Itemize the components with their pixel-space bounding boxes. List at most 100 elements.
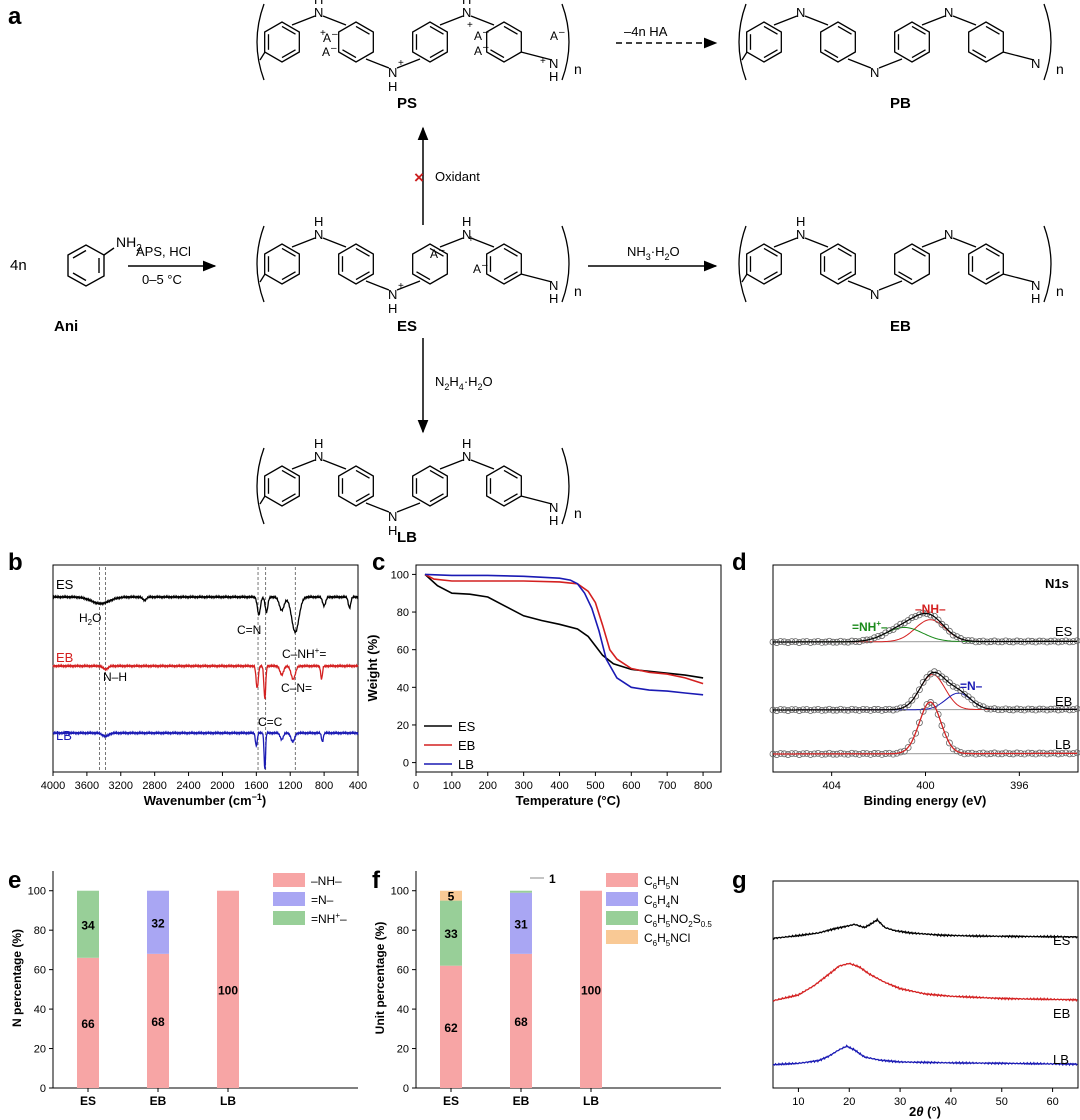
b-x-tick-label-2400: 2400 xyxy=(176,780,200,792)
ftir-line-lb xyxy=(52,730,359,770)
legend-text-part: 5 xyxy=(666,920,671,929)
xps-point xyxy=(916,686,923,694)
e-value-label-eb-1: 32 xyxy=(151,916,165,930)
f-legend-label-1: C6H4N xyxy=(644,893,679,910)
pb-ring-2-double-bond-2 xyxy=(911,25,926,35)
xps-point xyxy=(1043,706,1051,714)
legend-text-part: 6 xyxy=(653,920,658,929)
pb-ring-2 xyxy=(894,21,930,63)
f-value-label-eb-0: 68 xyxy=(514,1015,528,1029)
c-x-tick-label-200: 200 xyxy=(479,780,497,792)
xps-point xyxy=(1043,750,1051,758)
xps-point xyxy=(938,722,946,729)
legend-text-part: S xyxy=(693,912,701,926)
es-link-a-0 xyxy=(291,237,316,248)
es-ring-0-double-bond-0 xyxy=(281,271,296,281)
g-x-tick-label-20: 20 xyxy=(843,1096,855,1108)
pb-link-b-0 xyxy=(804,15,829,26)
e-bar-es-0 xyxy=(77,957,99,1088)
ps-n-1: N xyxy=(388,65,397,80)
eb-ring-0-double-bond-0 xyxy=(763,271,778,281)
ps-bracket-subscript: n xyxy=(574,61,582,77)
ps-plus-3: + xyxy=(467,20,473,31)
lb-h-2: H xyxy=(462,436,471,451)
e-legend-label-1: =N– xyxy=(311,893,334,907)
legend-text-part: H xyxy=(657,874,666,888)
b-x-tick-label-400: 400 xyxy=(349,780,367,792)
lb-ring-1 xyxy=(338,465,374,507)
lb-ring-1-double-bond-0 xyxy=(355,493,370,503)
y-axis-title-e: N percentage (%) xyxy=(10,929,24,1027)
ps-ring-0-double-bond-2 xyxy=(281,25,296,35)
panel-b-ftir: 4000 3600 3200 2800 2400 2000 1600 1200 800 400 W… xyxy=(41,564,367,808)
ps-n-2: N xyxy=(462,5,471,20)
xps-point xyxy=(916,719,923,727)
legend-text-part: NCl xyxy=(670,931,690,945)
e-legend-label-2: =NH+– xyxy=(311,911,347,926)
es-link-b-1 xyxy=(396,280,421,291)
es-bracket-left xyxy=(256,225,265,303)
eb-end-left xyxy=(741,273,748,283)
lb-end-right xyxy=(520,495,553,505)
y-axis-title-f: Unit percentage (%) xyxy=(373,922,387,1035)
xps-point xyxy=(1043,638,1051,646)
aniline-amine-label: NH2 xyxy=(116,234,142,254)
es-h-0: H xyxy=(314,214,323,229)
ps-link-b-2 xyxy=(470,15,495,26)
xps-point xyxy=(961,690,968,698)
series-label-b-eb: EB xyxy=(56,650,73,665)
eb-ring-1-double-bond-2 xyxy=(837,247,852,257)
eb-bracket-left xyxy=(738,225,747,303)
es-ring-2-double-bond-0 xyxy=(416,271,431,281)
es-ring-2-outline xyxy=(412,243,448,285)
es-ring-3-double-bond-2 xyxy=(503,247,518,257)
b-x-tick-label-1600: 1600 xyxy=(244,780,268,792)
xps-point xyxy=(949,631,957,639)
ps-anion-2: A xyxy=(474,44,482,58)
c-x-tick-label-300: 300 xyxy=(514,780,532,792)
es-anion-2-minus: – xyxy=(482,260,488,271)
compound-label-ani: Ani xyxy=(54,318,78,335)
xps-point xyxy=(908,696,916,704)
bars-f: 62 33 5 68 31 100 xyxy=(440,890,602,1088)
es-ring-3-double-bond-0 xyxy=(503,271,518,281)
ps-bracket-left xyxy=(256,3,265,81)
panel-label-a: a xyxy=(8,3,22,30)
lb-end-n: N xyxy=(549,500,558,515)
ps-end-right xyxy=(520,51,553,61)
ps-ring-0-outline xyxy=(264,21,300,63)
pb-ring-1-outline xyxy=(820,21,856,63)
pb-ring-3-outline xyxy=(968,21,1004,63)
xps-envelope-es xyxy=(773,612,1078,643)
pb-ring-1-double-bond-0 xyxy=(824,49,839,59)
ps-anion-1-minus: – xyxy=(331,43,337,54)
f-x-tick-label-es: ES xyxy=(443,1094,459,1108)
series-label-b-lb: LB xyxy=(56,728,72,743)
f-legend-label-0: C6H5N xyxy=(644,874,679,891)
pb-bracket xyxy=(738,3,1052,81)
compound-label-pb: PB xyxy=(890,95,911,112)
lb-link-a-1 xyxy=(365,502,390,513)
ps-link-a-1 xyxy=(365,58,390,69)
pb-ring-0-outline xyxy=(746,21,782,63)
f-y-tick-label-40: 40 xyxy=(397,1004,409,1016)
lb-bracket-left xyxy=(256,447,265,525)
lb-end-h: H xyxy=(549,513,558,528)
reagent-hydrazine: N2H4·H2O xyxy=(435,374,493,392)
pb-bracket-right xyxy=(1043,3,1052,81)
es-ring-1-double-bond-2 xyxy=(355,247,370,257)
eb-end-n: N xyxy=(1031,278,1040,293)
xps-core-level-title: N1s xyxy=(1045,576,1069,591)
es-anion-1: A xyxy=(430,247,438,261)
reagent-oxidant: Oxidant xyxy=(435,169,480,184)
es-bracket xyxy=(256,225,570,303)
ps-ring-3 xyxy=(486,21,522,63)
eb-ring-3-outline xyxy=(968,243,1004,285)
es-ring-0 xyxy=(264,243,300,285)
eb-ring-1-double-bond-0 xyxy=(837,271,852,281)
series-label-d-eb: EB xyxy=(1055,694,1072,709)
xps-point xyxy=(946,739,953,747)
es-ring-1 xyxy=(338,243,374,285)
pb-ring-1-double-bond-1 xyxy=(837,25,852,35)
plot-frame-g xyxy=(772,880,1079,1089)
